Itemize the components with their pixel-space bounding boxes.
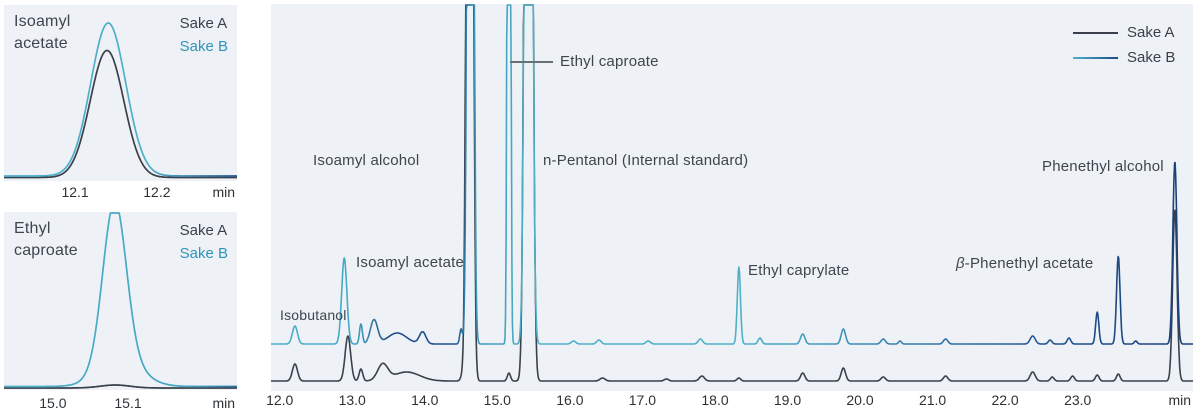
inset-axis-ethyl-caproate: min 15.0 15.1 [4, 395, 237, 415]
axis-unit-label: min [212, 184, 235, 200]
peak-label-beta-phenethyl-acetate: β-Phenethyl acetate [956, 255, 1094, 272]
inset-axis-isoamyl-acetate: min 12.1 12.2 [4, 184, 237, 204]
peak-label-isoamyl-acetate: Isoamyl acetate [356, 254, 465, 271]
axis-tick-label: 15.0 [483, 392, 511, 408]
legend-swatch-sake-a [1073, 31, 1118, 34]
inset-legend: Sake A Sake B [180, 219, 228, 265]
legend-row-sake-a: Sake A [1073, 20, 1175, 45]
axis-unit-label: min [212, 395, 235, 411]
inset-chart-ethyl-caproate [4, 212, 237, 389]
axis-tick-label: 21.0 [918, 392, 947, 408]
legend-label-sake-b: Sake B [1127, 49, 1176, 66]
legend-label-sake-a: Sake A [179, 15, 228, 32]
axis-tick-label: 13.0 [338, 392, 366, 408]
peak-label-isoamyl-alcohol: Isoamyl alcohol [313, 152, 420, 169]
axis-tick-label: 20.0 [846, 392, 874, 408]
axis-tick-label: 19.0 [773, 392, 802, 408]
axis-tick-label: 16.0 [556, 392, 584, 408]
main-axis: min 12.0 13.0 14.0 15.0 16.0 17.0 18.0 19.0 20.0… [266, 392, 1193, 412]
trace-sake-a [271, 4, 1193, 382]
axis-tick-label: 22.0 [991, 392, 1019, 408]
axis-tick-label: 12.0 [266, 392, 294, 408]
legend-label-sake-a: Sake A [1127, 24, 1175, 41]
axis-unit-label: min [1168, 392, 1191, 408]
inset-legend: Sake A Sake B [180, 12, 228, 58]
main-legend: Sake A Sake B [1073, 20, 1175, 70]
beta-glyph: β [956, 255, 965, 272]
inset-title-isoamyl-acetate: Isoamyl acetate [14, 13, 71, 52]
axis-tick-label: 18.0 [701, 392, 729, 408]
axis-tick-label: 12.1 [61, 184, 89, 200]
trace-sake-a [4, 49, 237, 179]
inset-title-ethyl-caproate: Ethyl caproate [14, 220, 78, 259]
axis-tick-label: 17.0 [628, 392, 657, 408]
peak-label-ethyl-caproate: Ethyl caproate [560, 53, 659, 70]
inset-panel-isoamyl-acetate: Isoamyl acetate Sake A Sake B [4, 5, 237, 181]
peak-label-n-pentanol: n-Pentanol (Internal standard) [543, 152, 749, 169]
trace-sake-a [4, 384, 237, 389]
peak-label-ethyl-caprylate: Ethyl caprylate [748, 262, 850, 279]
peak-label-phenethyl-alcohol: Phenethyl alcohol [1042, 158, 1164, 175]
axis-tick-label: 14.0 [411, 392, 439, 408]
main-chromatogram-panel: Isobutanol Isoamyl acetate Isoamyl alcoh… [271, 4, 1193, 391]
legend-row-sake-b: Sake B [1073, 45, 1175, 70]
peak-label-isobutanol: Isobutanol [280, 307, 347, 323]
inset-chart-isoamyl-acetate [4, 22, 237, 179]
leader-line-ethyl-caproate [510, 61, 553, 63]
legend-label-sake-b: Sake B [179, 38, 228, 55]
axis-tick-label: 23.0 [1064, 392, 1092, 408]
main-chromatogram-chart [271, 4, 1193, 382]
axis-tick-label: 15.1 [114, 395, 142, 411]
legend-swatch-sake-b [1073, 56, 1118, 59]
inset-panel-ethyl-caproate: Ethyl caproate Sake A Sake B [4, 212, 237, 390]
axis-tick-label: 15.0 [39, 395, 67, 411]
legend-label-sake-a: Sake A [179, 222, 228, 239]
trace-sake-b [271, 4, 1193, 345]
axis-tick-label: 12.2 [143, 184, 171, 200]
legend-label-sake-b: Sake B [179, 245, 228, 262]
trace-sake-b [4, 22, 237, 177]
trace-sake-b [4, 212, 237, 388]
